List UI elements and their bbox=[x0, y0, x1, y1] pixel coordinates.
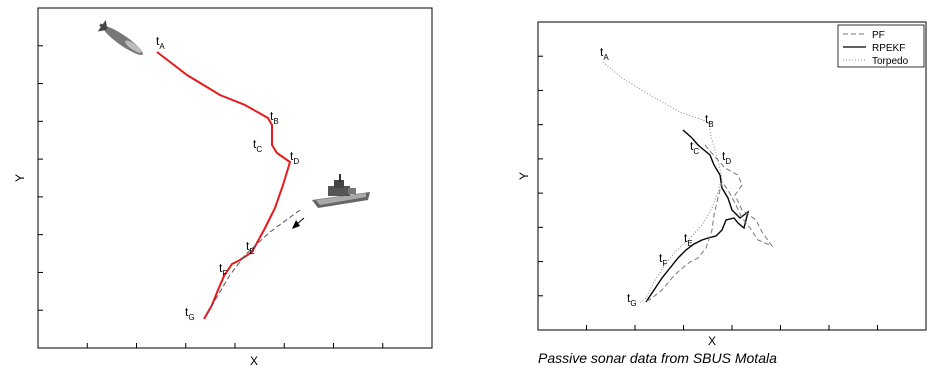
left-series-group bbox=[157, 52, 300, 319]
legend-pf-label: PF bbox=[872, 30, 885, 41]
left-xlabel: X bbox=[250, 354, 258, 368]
time-label-b: tB bbox=[705, 112, 714, 129]
right-series-group bbox=[603, 62, 772, 303]
arrow-icon bbox=[292, 218, 304, 229]
legend: PF RPEKF Torpedo bbox=[838, 25, 924, 67]
right-ylabel: Y bbox=[517, 172, 531, 180]
torpedo-icon bbox=[96, 19, 147, 60]
left-ticks bbox=[38, 46, 383, 348]
figure-caption: Passive sonar data from SBUS Motala bbox=[538, 350, 777, 366]
right-xlabel: X bbox=[708, 334, 716, 348]
left-ylabel: Y bbox=[13, 174, 27, 182]
time-label-f: tF bbox=[219, 261, 227, 278]
time-label-d: tD bbox=[722, 149, 731, 166]
time-label-e: tE bbox=[684, 231, 693, 248]
right-ticks bbox=[538, 56, 878, 330]
series-line-track bbox=[157, 52, 290, 319]
left-plot-frame bbox=[38, 8, 432, 348]
time-label-g: tG bbox=[185, 305, 195, 322]
legend-torpedo-label: Torpedo bbox=[872, 56, 909, 67]
time-label-f: tF bbox=[659, 251, 667, 268]
time-label-a: tA bbox=[156, 34, 165, 51]
ship-icon bbox=[312, 174, 370, 208]
legend-rpekf-label: RPEKF bbox=[872, 43, 905, 54]
right-plot-frame bbox=[538, 22, 926, 330]
time-label-a: tA bbox=[600, 45, 609, 62]
time-label-c: tC bbox=[253, 137, 262, 154]
series-line-pf bbox=[644, 145, 772, 303]
time-label-g: tG bbox=[627, 291, 637, 308]
time-label-d: tD bbox=[290, 149, 299, 166]
